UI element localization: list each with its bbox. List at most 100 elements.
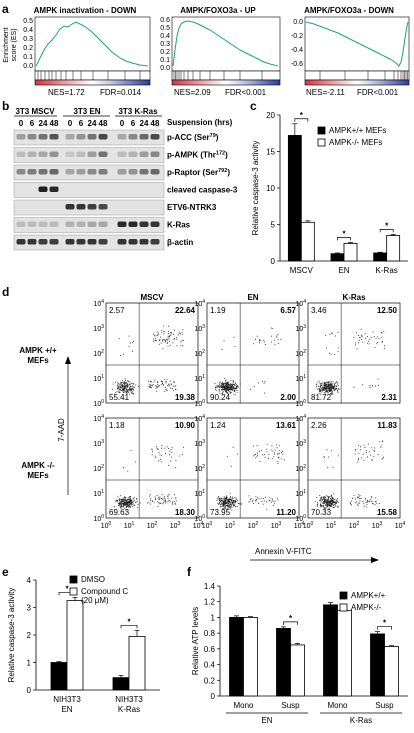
wb-band	[38, 134, 48, 140]
gsea-curve-1	[35, 21, 149, 67]
legend-swatch	[69, 575, 78, 584]
flow-y-tick-label: 104	[295, 414, 306, 423]
category-label: Mono	[327, 701, 348, 710]
wb-band	[49, 134, 59, 140]
legend-label: AMPK+/+	[351, 591, 386, 600]
legend-label: DMSO	[81, 575, 105, 584]
flow-quadrant-lr: 2.00	[280, 393, 296, 402]
wb-time-label: Suspension (hrs)	[167, 118, 233, 127]
flow-plot-frame	[105, 302, 199, 404]
flow-y-tick-label: 101	[93, 489, 104, 498]
significance-star: *	[65, 584, 69, 593]
legend-label: AMPK-/- MEFs	[329, 138, 382, 147]
wb-band	[128, 221, 138, 227]
gsea-ytick: 0.4	[160, 33, 170, 40]
y-tick-label: 1.2	[204, 598, 216, 607]
flow-quadrant-ur: 11.83	[377, 421, 397, 430]
significance-star: *	[300, 111, 304, 120]
flow-plot-frame	[206, 302, 300, 404]
y-tick-label: 1	[211, 613, 216, 622]
wb-band	[117, 134, 127, 140]
gsea-rank-bar-3	[304, 79, 410, 86]
wb-band	[76, 204, 86, 210]
wb-band	[38, 186, 48, 192]
wb-band	[98, 151, 108, 157]
wb-band	[76, 134, 86, 140]
flow-y-tick-label: 102	[194, 349, 205, 358]
y-tick-label: 10	[266, 184, 275, 193]
y-tick-label: 1.4	[204, 582, 216, 591]
y-tick-label: 15	[266, 148, 275, 157]
flow-plot-frame	[307, 302, 401, 404]
significance-star: *	[385, 221, 389, 230]
significance-star: *	[383, 619, 387, 628]
wb-band	[150, 134, 160, 140]
gsea-ytick: 0.0	[23, 63, 33, 70]
wb-rows: p-ACC (Ser79) p-AMPK (Thr172) p-Raptor (Se…	[13, 129, 238, 251]
flow-y-label: 7-AAD	[57, 418, 66, 442]
gsea-ytick: 0.0	[160, 65, 170, 72]
bar	[370, 633, 385, 697]
gsea-ytick: 0.5	[160, 25, 170, 32]
flow-x-tick-label: 102	[147, 521, 158, 530]
flow-plot: 1.19 6.57 90.24 2.00 100 101 102 103 104	[194, 299, 300, 408]
gsea-fdr-2: FDR<0.001	[225, 88, 267, 97]
wb-band	[117, 221, 127, 227]
wb-group-en: 3T3 EN	[73, 107, 100, 116]
wb-band	[65, 134, 75, 140]
flow-x-tick-label: 102	[248, 521, 259, 530]
wb-timepoint-label: 24	[140, 119, 149, 128]
flow-quadrant-ll: 69.63	[109, 508, 130, 517]
bar	[243, 617, 258, 697]
gsea-ytick: -0.2	[291, 33, 303, 40]
flow-x-tick-label: 104	[395, 521, 406, 530]
wb-band	[38, 221, 48, 227]
flow-y-tick-label: 104	[295, 299, 306, 308]
flow-quadrant-ll: 70.33	[311, 508, 332, 517]
gsea-fdr-3: FDR<0.001	[357, 88, 399, 97]
gsea-ytick: 0.3	[23, 36, 33, 43]
y-tick-label: 0.4	[204, 661, 216, 670]
flow-y-tick-label: 100	[93, 399, 104, 408]
y-tick-label: 0	[211, 692, 216, 701]
legend-label: AMPK+/+ MEFs	[329, 126, 386, 135]
category-label: Susp	[281, 701, 300, 710]
group-label: K-Ras	[350, 716, 372, 725]
panel-label-a: a	[2, 2, 9, 16]
wb-row-label: p-AMPK (Thr172)	[167, 151, 228, 160]
gsea-ytick: 0.1	[23, 54, 33, 61]
gsea-ytick: 0.6	[160, 17, 170, 24]
flow-plot-frame	[206, 417, 300, 519]
y-tick-label: 0.6	[204, 645, 216, 654]
panel-label-f: f	[187, 565, 192, 579]
wb-band	[98, 239, 108, 245]
flow-x-arrowhead	[371, 557, 379, 563]
significance-star: *	[289, 614, 293, 623]
wb-band	[98, 134, 108, 140]
group-label: EN	[261, 716, 272, 725]
flow-quadrant-lr: 15.58	[377, 508, 398, 517]
wb-timepoint-label: 6	[30, 119, 35, 128]
wb-blot-strip	[13, 182, 165, 198]
wb-band	[27, 239, 37, 245]
wb-band	[16, 134, 26, 140]
wb-band	[76, 151, 86, 157]
wb-band	[139, 134, 149, 140]
bar	[66, 600, 84, 691]
wb-band	[128, 134, 138, 140]
category-label: NIH3T3	[53, 695, 81, 704]
gsea-rank-bar-2	[171, 79, 281, 86]
flow-quadrant-ll: 90.24	[210, 393, 231, 402]
flow-x-tick-label: 104	[193, 521, 204, 530]
wb-timepoint-label: 6	[131, 119, 136, 128]
wb-band	[139, 151, 149, 157]
legend-swatch	[317, 138, 326, 147]
wb-band	[150, 169, 160, 175]
bar	[386, 235, 401, 262]
gsea-ytick: 0.5	[23, 18, 33, 25]
wb-band	[150, 151, 160, 157]
flow-y-tick-label: 104	[93, 414, 104, 423]
flow-x-tick-label: 104	[294, 521, 305, 530]
gsea-nes-2: NES=2.09	[174, 88, 211, 97]
wb-band	[98, 204, 108, 210]
